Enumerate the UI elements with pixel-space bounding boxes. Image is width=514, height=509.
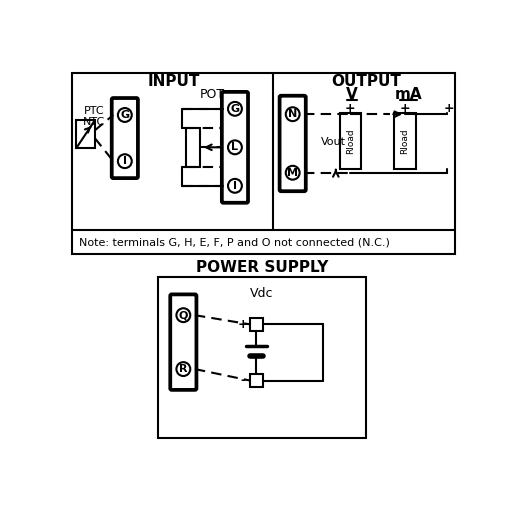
Text: V: V — [346, 87, 358, 102]
Text: -: - — [240, 374, 245, 387]
Text: Q: Q — [179, 310, 188, 320]
Circle shape — [176, 308, 190, 322]
Bar — [250, 375, 263, 387]
Text: POWER SUPPLY: POWER SUPPLY — [196, 260, 328, 275]
Text: OUTPUT: OUTPUT — [331, 74, 401, 90]
Text: POT: POT — [199, 88, 225, 101]
Text: R: R — [179, 364, 188, 374]
Text: M: M — [287, 168, 298, 178]
Text: mA: mA — [394, 87, 422, 102]
FancyBboxPatch shape — [170, 294, 196, 390]
Text: Note: terminals G, H, E, F, P and O not connected (N.C.): Note: terminals G, H, E, F, P and O not … — [79, 237, 390, 247]
Circle shape — [286, 107, 300, 121]
Bar — [250, 318, 263, 330]
Circle shape — [118, 108, 132, 122]
Text: Rload: Rload — [346, 128, 355, 154]
Text: Rload: Rload — [400, 128, 410, 154]
Text: PTC
NTC: PTC NTC — [83, 106, 105, 127]
Text: I: I — [123, 156, 127, 166]
Circle shape — [228, 102, 242, 116]
Text: N: N — [288, 109, 297, 119]
Text: +: + — [237, 318, 248, 331]
Circle shape — [176, 362, 190, 376]
Text: G: G — [230, 104, 240, 114]
Bar — [340, 114, 361, 169]
Text: G: G — [120, 110, 130, 120]
Text: +: + — [345, 102, 356, 116]
Bar — [394, 114, 416, 169]
Circle shape — [228, 179, 242, 193]
FancyBboxPatch shape — [222, 92, 248, 203]
Bar — [186, 128, 199, 166]
Text: +: + — [400, 102, 410, 116]
FancyBboxPatch shape — [280, 96, 306, 191]
Text: Vdc: Vdc — [250, 287, 273, 300]
Bar — [71, 73, 455, 253]
Text: L: L — [231, 143, 238, 152]
Text: INPUT: INPUT — [147, 74, 199, 90]
Text: +: + — [444, 102, 454, 116]
Circle shape — [228, 140, 242, 154]
Circle shape — [286, 166, 300, 180]
Bar — [158, 277, 366, 438]
Circle shape — [118, 154, 132, 168]
Bar — [76, 120, 95, 148]
Text: Vout: Vout — [321, 137, 346, 147]
Text: I: I — [233, 181, 237, 191]
FancyBboxPatch shape — [112, 98, 138, 178]
